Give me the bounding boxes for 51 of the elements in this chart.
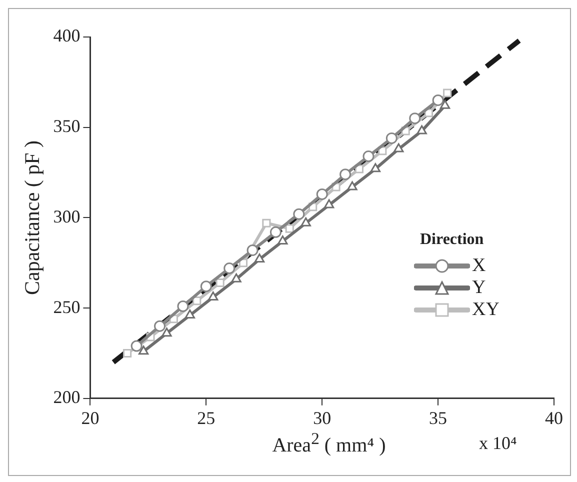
point <box>200 280 212 292</box>
point <box>154 320 166 332</box>
legend-title: Direction <box>420 231 485 249</box>
point <box>300 217 311 226</box>
point <box>285 224 294 233</box>
point <box>123 348 132 358</box>
x-axis-title: Area$^{2}$ ( mm⁴ ) <box>271 429 387 458</box>
y-tick-label: 400 <box>53 26 80 46</box>
x-tick-label: 35 <box>429 408 448 428</box>
point <box>208 291 218 300</box>
point <box>409 112 421 124</box>
point <box>340 168 352 180</box>
point <box>184 310 195 319</box>
point <box>432 94 444 106</box>
y-tick-label: 350 <box>53 116 80 136</box>
point <box>177 300 189 312</box>
point <box>293 208 305 220</box>
point <box>162 328 172 337</box>
point <box>262 218 271 228</box>
point <box>440 100 450 109</box>
point <box>347 181 358 190</box>
y-tick-label: 200 <box>53 387 80 408</box>
point <box>324 199 334 208</box>
point <box>216 278 224 288</box>
point <box>316 188 328 200</box>
legend-label: Y <box>472 277 486 299</box>
point <box>386 132 398 144</box>
legend-label: X <box>472 255 486 277</box>
point <box>416 125 427 134</box>
point <box>270 226 282 238</box>
point <box>370 163 381 172</box>
point <box>138 346 149 355</box>
x-tick-label: 20 <box>81 408 100 428</box>
point <box>130 340 142 352</box>
text: x 10⁴ <box>479 433 517 454</box>
x-tick-label: 25 <box>197 408 216 428</box>
x-tick-label: 40 <box>545 408 563 428</box>
point <box>224 262 236 274</box>
point <box>394 143 404 152</box>
point <box>231 273 242 282</box>
x-tick-label: 30 <box>313 408 332 428</box>
y-tick-label: 300 <box>53 206 80 226</box>
point <box>443 88 452 98</box>
y-tick-label: 250 <box>53 296 80 317</box>
point <box>192 296 202 306</box>
y-axis-title: Capacitance ( pF ) <box>20 140 44 295</box>
point <box>362 150 374 162</box>
point <box>278 235 288 244</box>
legend-label: XY <box>472 299 500 321</box>
point <box>246 244 258 256</box>
point <box>254 254 265 263</box>
